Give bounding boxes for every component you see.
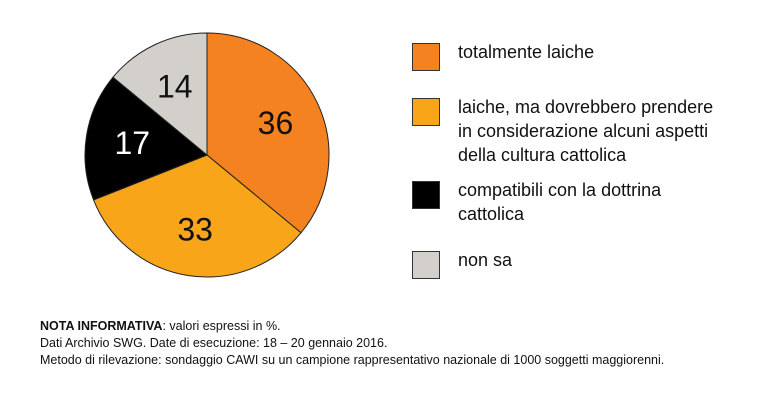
pie-data-label-1: 33 [177,212,213,248]
metodo-note: Metodo di rilevazione: sondaggio CAWI su… [40,353,665,367]
legend-swatch-grey [412,251,440,279]
nota-informativa: NOTA INFORMATIVA: valori espressi in %. [40,318,735,335]
footnotes: NOTA INFORMATIVA: valori espressi in %. … [40,318,735,369]
legend-item-compatibili: compatibili con la dottrina cattolica [412,178,758,226]
legend-label: non sa [458,250,513,270]
pie-slice-0 [206,32,330,234]
legend-label: laiche, ma dovrebbero prendere in consid… [458,97,714,165]
legend-swatch-light-orange [412,98,440,126]
nota-text: : valori espressi in %. [162,319,281,333]
legend-swatch-black [412,181,440,209]
legend-label: compatibili con la dottrina cattolica [458,180,662,224]
legend-swatch-orange [412,43,440,71]
pie-data-label-2: 17 [114,125,150,161]
legend-item-non-sa: non sa [412,248,758,279]
pie-slice-1 [92,154,302,278]
legend-label: totalmente laiche [458,42,595,62]
pie-data-label-0: 36 [258,105,294,141]
pie-data-label-3: 14 [157,69,193,105]
pie-slice-3 [112,32,208,157]
dati-note: Dati Archivio SWG. Date di esecuzione: 1… [40,336,388,350]
nota-heading: NOTA INFORMATIVA [40,319,163,333]
pie-slice-2 [84,76,208,201]
legend-item-totalmente-laiche: totalmente laiche [412,40,758,71]
legend-item-laiche-ma: laiche, ma dovrebbero prendere in consid… [412,95,758,167]
